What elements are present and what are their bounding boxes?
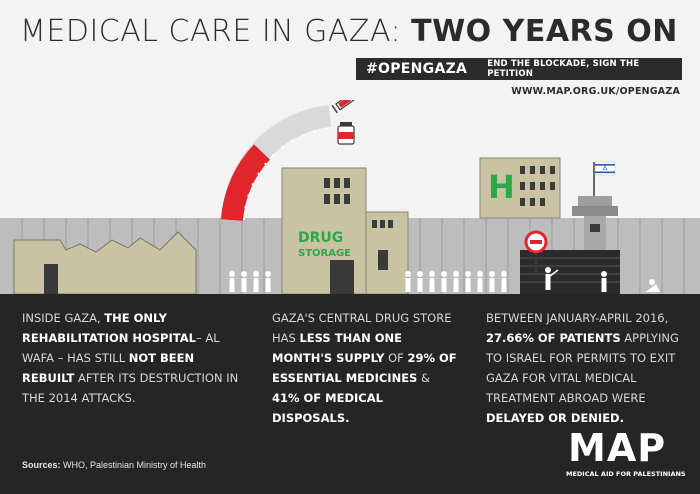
facts-panel: Inside Gaza, the only rehabilitation hos… [0, 294, 700, 494]
map-logo[interactable]: MAP MEDICAL AID FOR PALESTINIANS [562, 426, 692, 486]
fact-highlight: the only rehabilitation hospital [22, 311, 196, 345]
sources-text: WHO, Palestinian Ministry of Health [60, 460, 207, 470]
fact-text: – Al Wafa – has still [22, 331, 220, 365]
person-icon [477, 271, 483, 292]
no-entry-sign-icon [524, 230, 548, 276]
fact-text: applying to Israel for permits to exit G… [486, 331, 679, 405]
fact-highlight: less than one month's supply [272, 331, 402, 365]
ruined-hospital [13, 231, 197, 294]
person-icon [229, 271, 235, 292]
person-icon [417, 271, 423, 292]
fact-text: & [417, 371, 430, 385]
drug-label: DRUG [298, 230, 343, 246]
logo-sub-b: PALESTINIANS [633, 470, 686, 478]
fact-text: of [384, 351, 408, 365]
fact-text: Gaza's central drug store has [272, 311, 452, 345]
logo-word: MAP [568, 426, 667, 470]
campaign-url[interactable]: WWW.MAP.ORG.UK/OPENGAZA [511, 86, 680, 97]
person-icon [601, 271, 607, 292]
person-icon [453, 271, 459, 292]
sources: Sources: WHO, Palestinian Ministry of He… [22, 460, 206, 470]
page-title: MEDICAL CARE IN GAZA: TWO YEARS ON [20, 14, 678, 49]
person-icon [253, 271, 259, 292]
fact-highlight: not been rebuilt [22, 351, 195, 385]
title-light: MEDICAL CARE IN GAZA: [20, 14, 412, 49]
hospital-h: H [488, 168, 515, 206]
people-queue [229, 267, 660, 292]
person-icon [265, 271, 271, 292]
fact-highlight: 41% of medical disposals. [272, 391, 383, 425]
supply-arc [221, 105, 332, 222]
fact-text: Between January-April 2016, [486, 311, 669, 325]
storage-label: STORAGE [298, 248, 351, 259]
hashtag[interactable]: #OPENGAZA [366, 61, 468, 77]
sources-label: Sources: [22, 460, 61, 470]
person-icon [646, 279, 660, 292]
fact-highlight: delayed or denied. [486, 411, 624, 425]
fact-drug-store: Gaza's central drug store has less than … [272, 308, 460, 428]
fact-permits: Between January-April 2016, 27.66% of pa… [486, 308, 686, 428]
person-icon [441, 271, 447, 292]
drug-storage-building: DRUG STORAGE [281, 167, 409, 294]
person-icon [489, 271, 495, 292]
fact-text: Inside Gaza, [22, 311, 105, 325]
person-icon [429, 271, 435, 292]
ruin-door [44, 264, 58, 294]
fact-text: after its destruction in the 2014 attack… [22, 371, 239, 405]
person-icon [405, 271, 411, 292]
campaign-bar[interactable]: #OPENGAZA END THE BLOCKADE, SIGN THE PET… [356, 58, 682, 80]
campaign-tagline: END THE BLOCKADE, SIGN THE PETITION [487, 59, 640, 79]
person-icon [241, 271, 247, 292]
person-icon [545, 267, 559, 290]
medicine-bottle-icon [337, 122, 355, 145]
syringe-icon [331, 100, 359, 114]
fact-rehabilitation: Inside Gaza, the only rehabilitation hos… [22, 308, 246, 408]
person-icon [465, 271, 471, 292]
title-bold: TWO YEARS ON [411, 14, 678, 49]
fact-highlight: 29% of essential medicines [272, 351, 457, 385]
logo-sub-a: MEDICAL AID FOR [566, 470, 634, 478]
hospital-building: H [479, 157, 561, 219]
israel-flag-icon [594, 161, 616, 176]
fact-highlight: 27.66% of patients [486, 331, 621, 345]
person-icon [501, 271, 507, 292]
logo-subtitle: MEDICAL AID FOR PALESTINIANS [566, 470, 686, 478]
illustration: DRUG STORAGE H [0, 100, 700, 294]
